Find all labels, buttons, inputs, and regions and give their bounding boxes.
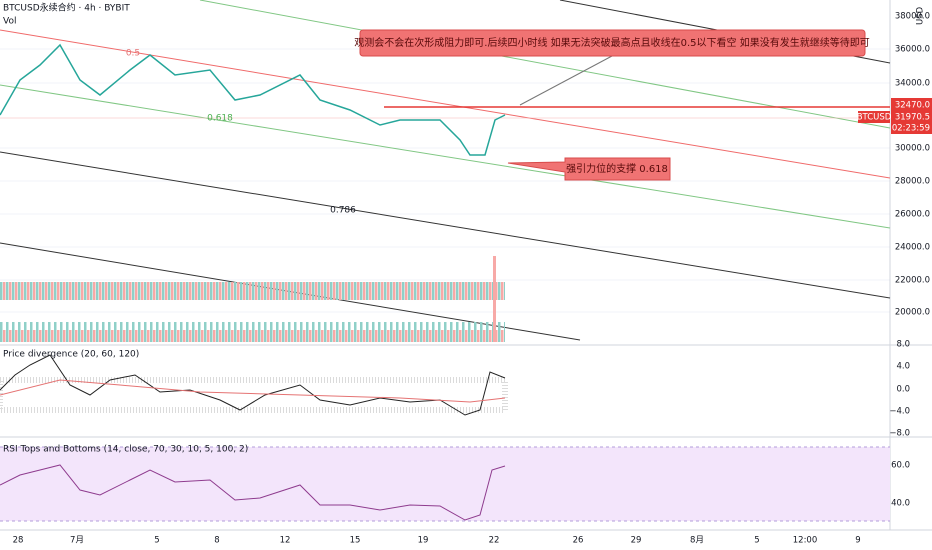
time-label: 8月 xyxy=(690,536,704,546)
axis-unit: USD xyxy=(916,6,926,25)
time-label: 5 xyxy=(754,536,759,546)
pane-title: Price divergence (20, 60, 120) xyxy=(3,350,139,360)
price-line xyxy=(0,43,506,156)
price-label: 38000.0 xyxy=(895,12,930,22)
price-label: 28000.0 xyxy=(895,177,930,187)
drawings xyxy=(0,0,891,341)
price-axis: 38000.0 36000.0 34000.0 30000.0 28000.0 … xyxy=(895,12,930,318)
price-label: 24000.0 xyxy=(895,243,930,253)
time-label: 12 xyxy=(280,536,291,546)
pane-label: 40.0 xyxy=(891,499,910,509)
level-text: 32470.0 xyxy=(895,101,930,111)
pane-label: 8.0 xyxy=(896,340,910,350)
price-label: 20000.0 xyxy=(895,308,930,318)
pane-label: 60.0 xyxy=(891,461,910,471)
time-label: 8 xyxy=(214,536,219,546)
pane-label: −4.0 xyxy=(889,407,910,417)
time-label: 15 xyxy=(350,536,361,546)
countdown: 02:23:59 xyxy=(892,124,930,134)
time-label: 9 xyxy=(855,536,860,546)
time-label: 5 xyxy=(154,536,159,546)
time-label: 29 xyxy=(631,536,642,546)
price-label: 26000.0 xyxy=(895,210,930,220)
rsi-band xyxy=(0,447,890,521)
price-label: 36000.0 xyxy=(895,45,930,55)
pane-title: RSI Tops and Bottoms (14, close, 70, 30,… xyxy=(3,445,248,455)
symbol-title: BTCUSD永续合约 · 4h · BYBIT xyxy=(3,2,130,14)
time-label: 12:00 xyxy=(793,536,818,546)
pane-label: −8.0 xyxy=(889,429,910,439)
price-label: 22000.0 xyxy=(895,276,930,286)
fib-label: 0.786 xyxy=(330,206,356,216)
fib-label: 0.618 xyxy=(207,114,233,124)
callout-text: 观测会不会在次形成阻力即可.后续四小时线 如果无法突破最高点且收线在0.5以下看… xyxy=(354,36,869,49)
last-tag xyxy=(891,111,932,134)
callout xyxy=(359,29,866,57)
divergence-signal xyxy=(0,379,506,403)
time-label: 28 xyxy=(13,536,24,546)
symbol-tag xyxy=(858,111,890,123)
time-label: 19 xyxy=(418,536,429,546)
price-label: 34000.0 xyxy=(895,79,930,89)
time-label: 26 xyxy=(573,536,584,546)
price-label: 30000.0 xyxy=(895,144,930,154)
fib-label: 0.5 xyxy=(126,49,140,59)
pane-label: 4.0 xyxy=(896,362,910,372)
time-axis: 28 7月 5 8 12 15 19 22 26 29 8月 5 12:00 9 xyxy=(13,536,861,546)
last-price: 31970.5 xyxy=(895,113,930,123)
volume-spike xyxy=(493,256,496,342)
divergence-line xyxy=(0,354,506,416)
time-label: 7月 xyxy=(70,536,84,546)
volume-title: Vol xyxy=(3,17,16,27)
symbol-tag-text: BTCUSD xyxy=(857,113,892,123)
volume-bars xyxy=(0,282,505,342)
callout-text: 强引力位的支撑 0.618 xyxy=(566,162,668,175)
callout xyxy=(507,157,671,181)
rsi-line xyxy=(0,464,506,521)
divergence-histogram xyxy=(0,377,508,413)
pane-label: 0.0 xyxy=(896,385,910,395)
level-tag xyxy=(891,98,932,111)
time-label: 22 xyxy=(489,536,500,546)
